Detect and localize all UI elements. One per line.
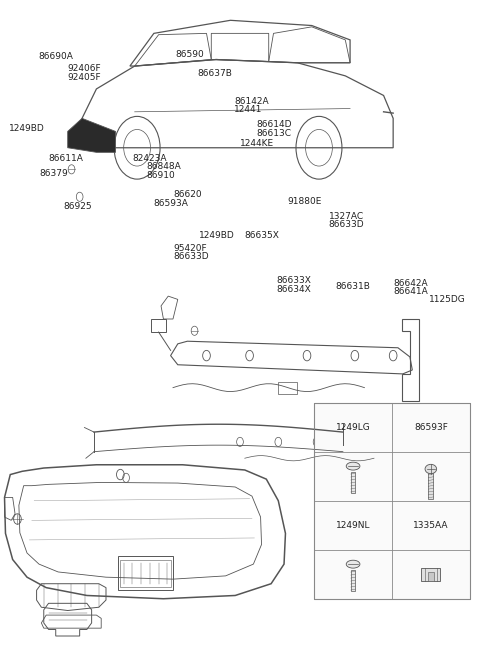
Text: 86633D: 86633D [173, 252, 209, 261]
Text: 92406F: 92406F [68, 64, 101, 73]
Text: 86635X: 86635X [245, 231, 280, 240]
Text: 86641A: 86641A [393, 287, 428, 296]
Text: 1327AC: 1327AC [328, 212, 364, 221]
Text: 86848A: 86848A [147, 162, 181, 171]
Bar [278, 383, 298, 394]
Text: 86379: 86379 [39, 170, 68, 178]
Text: 86611A: 86611A [48, 155, 84, 163]
Text: 86620: 86620 [173, 190, 202, 198]
Text: 86142A: 86142A [234, 97, 269, 106]
Text: 86642A: 86642A [393, 278, 428, 288]
Text: 86925: 86925 [63, 202, 92, 211]
Text: 1249NL: 1249NL [336, 521, 371, 530]
Text: 86637B: 86637B [197, 69, 232, 79]
Text: 1125DG: 1125DG [429, 295, 466, 304]
Bar [355, 453, 372, 462]
Text: 82423A: 82423A [132, 154, 167, 162]
Text: 1249BD: 1249BD [9, 124, 45, 133]
Text: 86614D: 86614D [257, 121, 292, 130]
Text: 86613C: 86613C [257, 129, 292, 138]
Text: 86910: 86910 [147, 171, 175, 179]
Ellipse shape [425, 464, 437, 474]
Text: 86590: 86590 [175, 50, 204, 59]
Text: 86633X: 86633X [276, 276, 311, 285]
Text: 86690A: 86690A [38, 52, 73, 61]
Text: 1249LG: 1249LG [336, 422, 371, 432]
Text: 86631B: 86631B [336, 282, 371, 291]
Text: 86634X: 86634X [276, 285, 311, 294]
Ellipse shape [346, 462, 360, 470]
Text: 86593A: 86593A [154, 199, 189, 208]
Bar [120, 559, 170, 587]
Text: 91880E: 91880E [288, 197, 322, 206]
Bar [118, 556, 173, 590]
Bar [428, 572, 434, 581]
Text: 12441: 12441 [234, 105, 263, 115]
Text: 92405F: 92405F [68, 73, 101, 82]
Text: 1335AA: 1335AA [413, 521, 449, 530]
Text: 1249BD: 1249BD [199, 231, 235, 240]
Polygon shape [68, 119, 116, 153]
Bar [351, 570, 355, 591]
Ellipse shape [346, 560, 360, 568]
Text: 1244KE: 1244KE [240, 139, 274, 147]
Text: 86633D: 86633D [328, 220, 364, 229]
Bar [314, 403, 470, 599]
Bar [351, 472, 355, 493]
Bar [421, 568, 440, 581]
Bar [428, 474, 433, 499]
Text: 86593F: 86593F [414, 422, 448, 432]
Text: 95420F: 95420F [173, 244, 206, 253]
